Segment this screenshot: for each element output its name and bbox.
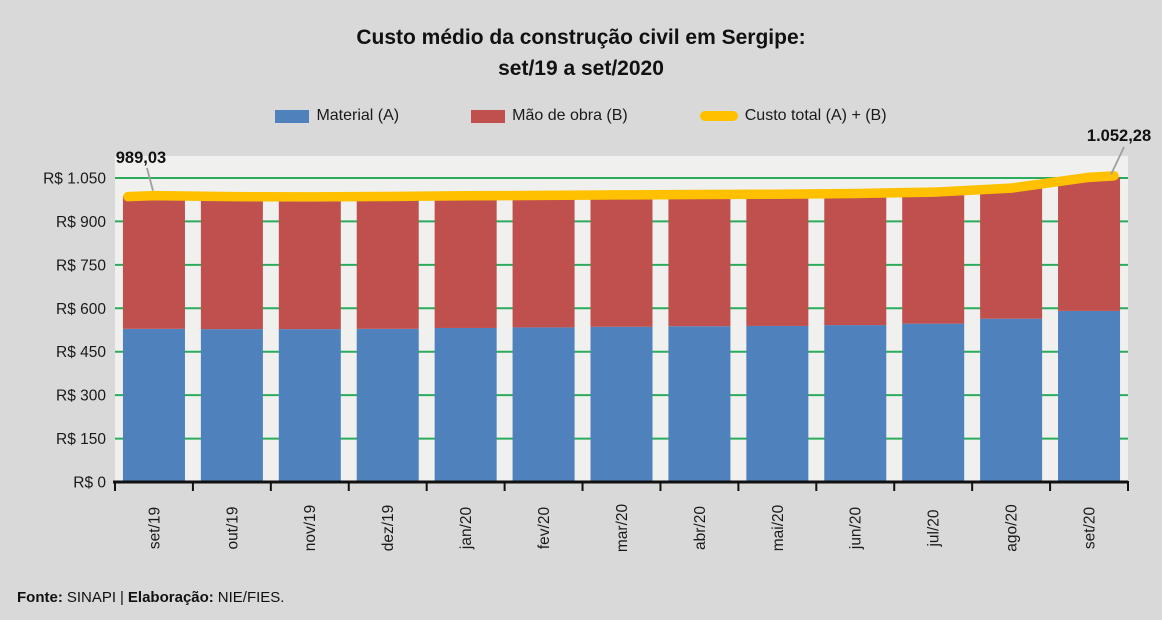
- annotation-value-set/20: 1.052,28: [1087, 127, 1151, 145]
- bar-material-mar/20: [590, 326, 653, 482]
- bar-material-fev/20: [512, 327, 575, 482]
- bar-material-jan/20: [434, 327, 497, 482]
- bar-labor-mar/20: [590, 194, 653, 327]
- bar-labor-jan/20: [434, 195, 497, 328]
- bar-material-set/19: [122, 328, 185, 482]
- bar-material-set/20: [1058, 310, 1121, 482]
- legend-label-2: Mão de obra (B): [512, 107, 628, 124]
- bar-labor-dez/19: [356, 196, 419, 329]
- elaboration-value: NIE/FIES.: [217, 589, 285, 606]
- chart-title-line1: Custo médio da construção civil em Sergi…: [356, 26, 806, 49]
- y-axis-label-150: R$ 150: [56, 431, 106, 448]
- chart-legend: Material (A) Mão de obra (B) Custo total (…: [0, 107, 1162, 125]
- bar-material-abr/20: [668, 326, 731, 482]
- x-axis-label-out/19: out/19: [224, 506, 241, 549]
- bar-labor-ago/20: [980, 188, 1043, 319]
- source-note: Fonte: SINAPI | Elaboração: NIE/FIES.: [17, 589, 288, 606]
- chart-title: Custo médio da construção civil em Sergi…: [0, 22, 1162, 84]
- legend-label-3: Custo total (A) + (B): [744, 107, 887, 124]
- bar-labor-mai/20: [746, 194, 809, 326]
- y-axis-label-450: R$ 450: [56, 344, 106, 361]
- bar-labor-out/19: [200, 196, 263, 330]
- legend-item-2: Mão de obra (B): [471, 107, 628, 125]
- x-axis-label-dez/19: dez/19: [380, 505, 397, 552]
- x-axis-label-fev/20: fev/20: [536, 507, 553, 550]
- bar-material-ago/20: [980, 318, 1043, 482]
- annotation-value-set/19: 989,03: [116, 149, 166, 167]
- source-separator: |: [120, 589, 124, 606]
- y-axis-label-750: R$ 750: [56, 257, 106, 274]
- legend-swatch-3: [699, 111, 738, 121]
- chart-title-line2: set/19 a set/2020: [498, 57, 664, 80]
- x-axis-label-set/19: set/19: [146, 507, 163, 549]
- elaboration-label: Elaboração:: [127, 589, 214, 606]
- bar-material-jun/20: [824, 325, 887, 482]
- y-axis-label-0: R$ 0: [73, 475, 106, 492]
- y-axis-label-600: R$ 600: [56, 301, 106, 318]
- x-axis-label-jun/20: jun/20: [848, 507, 865, 551]
- legend-swatch-1: [275, 109, 310, 123]
- x-axis-label-jul/20: jul/20: [926, 509, 943, 547]
- x-axis-label-abr/20: abr/20: [692, 506, 709, 550]
- bar-labor-abr/20: [668, 194, 731, 327]
- bar-material-nov/19: [278, 329, 341, 482]
- bar-material-out/19: [200, 329, 263, 482]
- legend-item-3: Custo total (A) + (B): [699, 107, 887, 125]
- bar-labor-nov/19: [278, 196, 341, 330]
- x-axis-label-ago/20: ago/20: [1004, 504, 1021, 552]
- source-label: Fonte:: [17, 589, 63, 606]
- x-axis-label-jan/20: jan/20: [458, 507, 475, 551]
- bar-material-mai/20: [746, 325, 809, 482]
- bar-labor-set/20: [1058, 177, 1121, 311]
- legend-swatch-2: [471, 109, 506, 123]
- y-axis-label-300: R$ 300: [56, 388, 106, 405]
- total-line: [123, 171, 1119, 202]
- legend-label-1: Material (A): [316, 107, 400, 124]
- x-axis-label-mar/20: mar/20: [614, 504, 631, 553]
- bar-material-dez/19: [356, 328, 419, 482]
- source-value: SINAPI: [66, 589, 117, 606]
- x-axis-label-nov/19: nov/19: [302, 505, 319, 552]
- bar-labor-fev/20: [512, 195, 575, 328]
- bar-material-jul/20: [902, 323, 965, 482]
- bar-labor-set/19: [122, 195, 185, 329]
- annotation-leader-line: [146, 167, 154, 191]
- bar-labor-jun/20: [824, 193, 887, 326]
- x-axis-label-set/20: set/20: [1081, 507, 1098, 550]
- bar-labor-jul/20: [902, 192, 965, 324]
- x-axis-label-mai/20: mai/20: [770, 504, 787, 551]
- legend-item-1: Material (A): [275, 107, 399, 125]
- y-axis-label-1050: R$ 1.050: [43, 171, 106, 188]
- y-axis-label-900: R$ 900: [56, 214, 106, 231]
- annotation-leader-line: [1110, 146, 1125, 175]
